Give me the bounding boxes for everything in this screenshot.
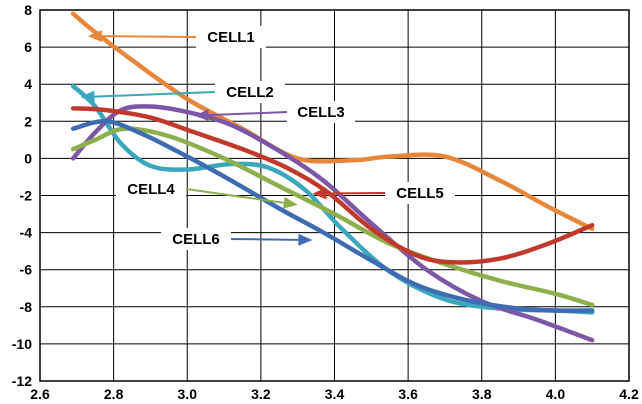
callout-arrowhead [87, 30, 102, 43]
callout-label: CELL3 [297, 104, 345, 121]
series-line-cell4 [70, 126, 595, 308]
x-tick-label: 3.8 [472, 386, 492, 402]
callout-arrow-line [94, 91, 216, 98]
y-tick-label: 2 [24, 113, 32, 129]
series-line-cell1 [70, 11, 595, 232]
callout-box [161, 228, 231, 250]
callout-arrowhead [80, 90, 95, 103]
callout-label: CELL6 [172, 231, 220, 248]
x-tick-label: 3.0 [178, 386, 198, 402]
y-tick-label: 4 [24, 76, 32, 92]
callout-box [196, 26, 266, 48]
x-tick-label: 4.0 [546, 386, 566, 402]
callout-arrow-line [230, 238, 299, 241]
x-tick-label: 3.6 [398, 386, 418, 402]
callout-label: CELL2 [226, 84, 274, 101]
callout-arrow-line [185, 188, 284, 204]
y-tick-label: 8 [24, 2, 32, 18]
callout-arrow-line [208, 111, 288, 117]
series-line-cell6 [70, 119, 595, 313]
y-tick-label: -2 [20, 188, 33, 204]
callout-arrow-line [326, 192, 386, 195]
plot-frame [39, 9, 630, 382]
callout-box [385, 182, 455, 204]
callout-cell6: CELL6 [161, 228, 313, 250]
y-tick-label: -10 [12, 336, 32, 352]
callout-arrowhead [194, 109, 209, 122]
callout-cell4: CELL4 [116, 178, 298, 209]
x-tick-label: 2.6 [30, 386, 50, 402]
callout-cell1: CELL1 [87, 26, 266, 48]
y-tick-label: -8 [20, 299, 33, 315]
callout-box [287, 101, 355, 123]
x-tick-label: 4.2 [619, 386, 639, 402]
callout-cell3: CELL3 [194, 101, 355, 123]
callout-box [116, 178, 186, 200]
series-layer [70, 11, 595, 343]
x-tick-label: 3.4 [325, 386, 345, 402]
callout-arrowhead [282, 196, 298, 209]
axis-layer: 2.6 2.8 3.0 3.2 3.4 3.6 3.8 4.0 4.2 8 6 4 2 0 -2 -4 -6 -8… [12, 2, 639, 402]
series-line-cell5 [70, 106, 595, 265]
x-tick-label: 3.2 [251, 386, 271, 402]
x-tick-label: 2.8 [104, 386, 124, 402]
callout-arrowhead [298, 233, 313, 246]
series-line-cell3 [70, 104, 595, 343]
y-tick-label: 6 [24, 39, 32, 55]
y-tick-label: -4 [20, 225, 33, 241]
callout-label: CELL4 [127, 181, 175, 198]
callout-box [215, 81, 285, 103]
callout-arrowhead [312, 187, 327, 200]
callout-cell2: CELL2 [80, 81, 285, 103]
callout-layer: CELL1 CELL2 CELL3 CELL4 CELL5 CELL6 [80, 26, 455, 250]
y-tick-label: -12 [12, 373, 32, 389]
callout-label: CELL1 [207, 29, 255, 46]
callout-label: CELL5 [396, 185, 444, 202]
y-tick-label: 0 [24, 150, 32, 166]
callout-arrow-line [101, 35, 197, 38]
y-tick-label: -6 [20, 262, 33, 278]
callout-cell5: CELL5 [312, 182, 455, 204]
